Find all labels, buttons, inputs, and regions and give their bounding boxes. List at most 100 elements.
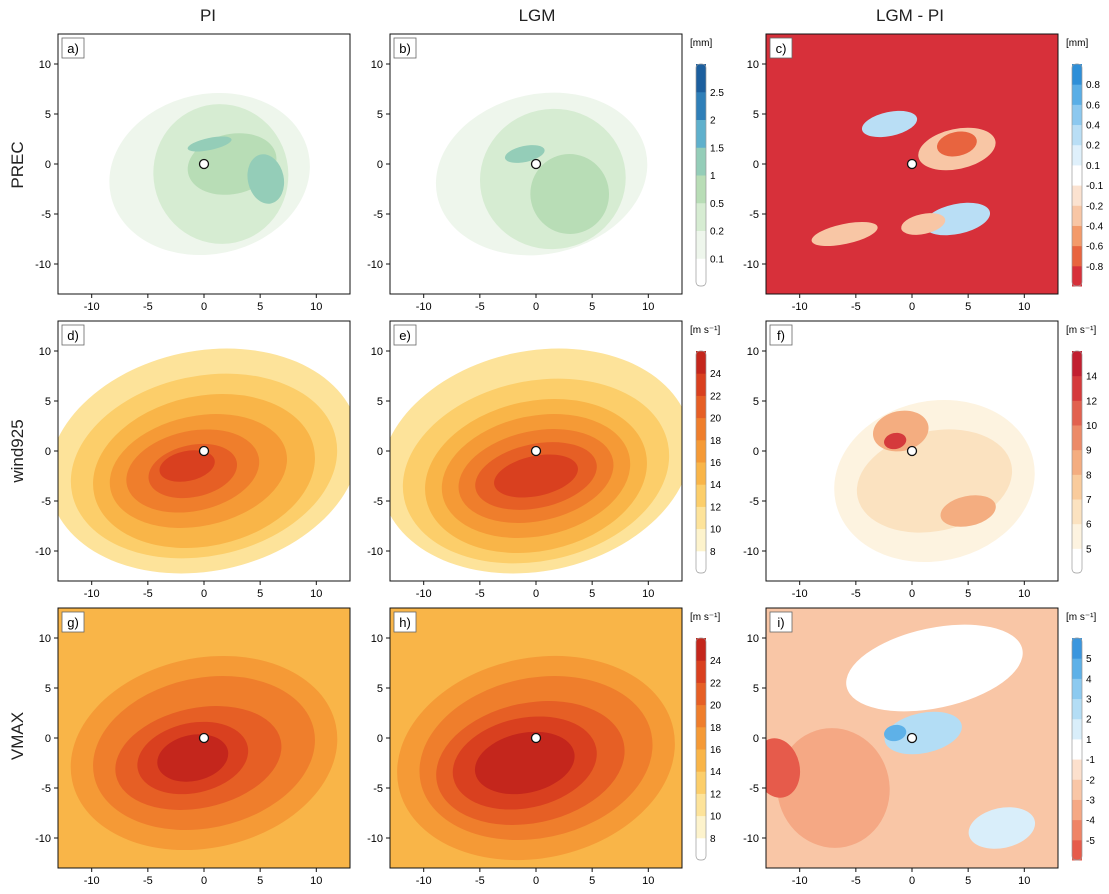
colorbar-swatch bbox=[1072, 104, 1082, 126]
colorbar-tick-label: -5 bbox=[1086, 836, 1095, 847]
x-tick-label: 5 bbox=[257, 301, 263, 313]
x-tick-label: 5 bbox=[965, 875, 971, 887]
colorbar-swatch bbox=[1072, 185, 1082, 206]
x-tick-label: 0 bbox=[909, 588, 915, 600]
panel-label: b) bbox=[399, 41, 411, 56]
y-tick-label: -5 bbox=[373, 209, 383, 221]
y-tick-label: -5 bbox=[41, 496, 51, 508]
y-tick-label: -10 bbox=[743, 259, 759, 271]
field-contour-2 bbox=[861, 110, 918, 138]
panel-label: g) bbox=[67, 615, 79, 630]
colorbar-unit: [mm] bbox=[690, 38, 712, 49]
colorbar-tick-label: 2.5 bbox=[710, 88, 724, 99]
panel-label: c) bbox=[776, 41, 787, 56]
y-tick-label: 5 bbox=[377, 683, 383, 695]
colorbar-swatch bbox=[1072, 499, 1082, 525]
panel-label-box bbox=[769, 611, 793, 633]
field-contour-3 bbox=[884, 432, 907, 450]
panel-b: b) -10 -5 0 5 10 10 5 0 -5 -10 [mm] 2.5 2 1.5 1 0.5 0.2 0.… bbox=[367, 33, 724, 313]
colorbar-swatch bbox=[1072, 638, 1082, 659]
y-tick-label: 0 bbox=[377, 446, 383, 458]
colorbar-swatch bbox=[696, 837, 706, 861]
x-tick-label: 0 bbox=[201, 875, 207, 887]
colorbar-tick-label: 1 bbox=[1086, 735, 1092, 746]
y-tick-label: -5 bbox=[373, 783, 383, 795]
colorbar-swatch bbox=[1072, 64, 1082, 85]
field-contour-1 bbox=[936, 131, 977, 157]
colorbar-tick-label: 0.2 bbox=[710, 227, 724, 238]
x-tick-label: 0 bbox=[533, 301, 539, 313]
x-tick-label: 0 bbox=[201, 301, 207, 313]
storm-center-marker bbox=[906, 158, 918, 170]
y-tick-label: 0 bbox=[45, 159, 51, 171]
colorbar-swatch bbox=[696, 91, 706, 120]
panel-label-box bbox=[61, 324, 85, 346]
y-tick-label: -10 bbox=[35, 833, 51, 845]
y-tick-label: -10 bbox=[367, 546, 383, 558]
y-tick-label: 5 bbox=[753, 683, 759, 695]
panel-label-box bbox=[61, 611, 85, 633]
field-contour-4 bbox=[157, 734, 229, 782]
storm-center-marker bbox=[198, 445, 210, 457]
colorbar-tick-label: 24 bbox=[710, 656, 722, 667]
colorbar-swatch bbox=[1072, 245, 1082, 267]
colorbar-tick-label: 4 bbox=[1086, 674, 1092, 685]
x-tick-label: -10 bbox=[416, 301, 432, 313]
panel-h: h) -10 -5 0 5 10 10 5 0 -5 -10 [m s⁻¹] 24 22 20 18 16 14 1… bbox=[367, 607, 722, 887]
y-tick-label: -10 bbox=[743, 833, 759, 845]
colorbar-swatch bbox=[696, 462, 706, 485]
x-tick-label: 5 bbox=[589, 588, 595, 600]
y-tick-label: -5 bbox=[41, 783, 51, 795]
colorbar-tick-label: 0.6 bbox=[1086, 100, 1100, 111]
y-tick-label: 0 bbox=[45, 733, 51, 745]
y-tick-label: 5 bbox=[377, 109, 383, 121]
colorbar-swatch bbox=[696, 119, 706, 148]
colorbar-swatch bbox=[1072, 449, 1082, 475]
colorbar-tick-label: 0.1 bbox=[1086, 161, 1100, 172]
field-contour-5 bbox=[901, 213, 946, 235]
panel-label-box bbox=[769, 37, 793, 59]
colorbar-tick-label: 20 bbox=[710, 414, 722, 425]
y-tick-label: -10 bbox=[35, 546, 51, 558]
panel-label-box bbox=[393, 324, 417, 346]
y-tick-label: 0 bbox=[753, 159, 759, 171]
panel-d: d) -10 -5 0 5 10 10 5 0 -5 -10 bbox=[35, 320, 351, 600]
colorbar: [m s⁻¹] 24 22 20 18 16 14 12 10 8 bbox=[690, 325, 722, 574]
x-tick-label: -5 bbox=[851, 588, 861, 600]
x-tick-label: -10 bbox=[792, 875, 808, 887]
storm-center-marker bbox=[198, 732, 210, 744]
colorbar-tick-label: -4 bbox=[1086, 816, 1095, 827]
panel-label-box bbox=[393, 611, 417, 633]
x-tick-label: -10 bbox=[792, 588, 808, 600]
column-title-lgm: LGM bbox=[518, 6, 556, 25]
colorbar-swatch bbox=[1072, 124, 1082, 146]
y-tick-label: -10 bbox=[35, 259, 51, 271]
x-tick-label: -10 bbox=[84, 301, 100, 313]
x-tick-label: -10 bbox=[792, 301, 808, 313]
field-contour-6 bbox=[159, 450, 215, 482]
x-tick-label: 10 bbox=[1018, 588, 1030, 600]
panel-a: a) -10 -5 0 5 10 10 5 0 -5 -10 bbox=[35, 33, 351, 313]
field-contour-4 bbox=[811, 221, 878, 247]
colorbar-frame bbox=[695, 63, 707, 287]
storm-center-marker bbox=[530, 732, 542, 744]
colorbar-tick-label: -0.6 bbox=[1086, 242, 1104, 253]
colorbar-tick-label: 3 bbox=[1086, 695, 1092, 706]
colorbar: [m s⁻¹] 5 4 3 2 1 -1 -2 -3 -4 -5 bbox=[1066, 612, 1096, 861]
colorbar-tick-label: -1 bbox=[1086, 755, 1095, 766]
plot-area bbox=[766, 321, 1058, 581]
y-tick-label: -10 bbox=[367, 833, 383, 845]
colorbar-swatch bbox=[1072, 738, 1082, 760]
x-tick-label: 0 bbox=[909, 301, 915, 313]
x-tick-label: -5 bbox=[143, 875, 153, 887]
y-tick-label: -5 bbox=[749, 209, 759, 221]
colorbar-tick-label: 8 bbox=[710, 834, 716, 845]
colorbar-swatch bbox=[696, 660, 706, 683]
panel-label: d) bbox=[67, 328, 79, 343]
colorbar-swatch bbox=[1072, 144, 1082, 166]
x-tick-label: -5 bbox=[851, 301, 861, 313]
y-tick-label: 5 bbox=[45, 683, 51, 695]
colorbar-swatch bbox=[696, 64, 706, 93]
panel-label: e) bbox=[399, 328, 411, 343]
x-tick-label: -5 bbox=[143, 301, 153, 313]
